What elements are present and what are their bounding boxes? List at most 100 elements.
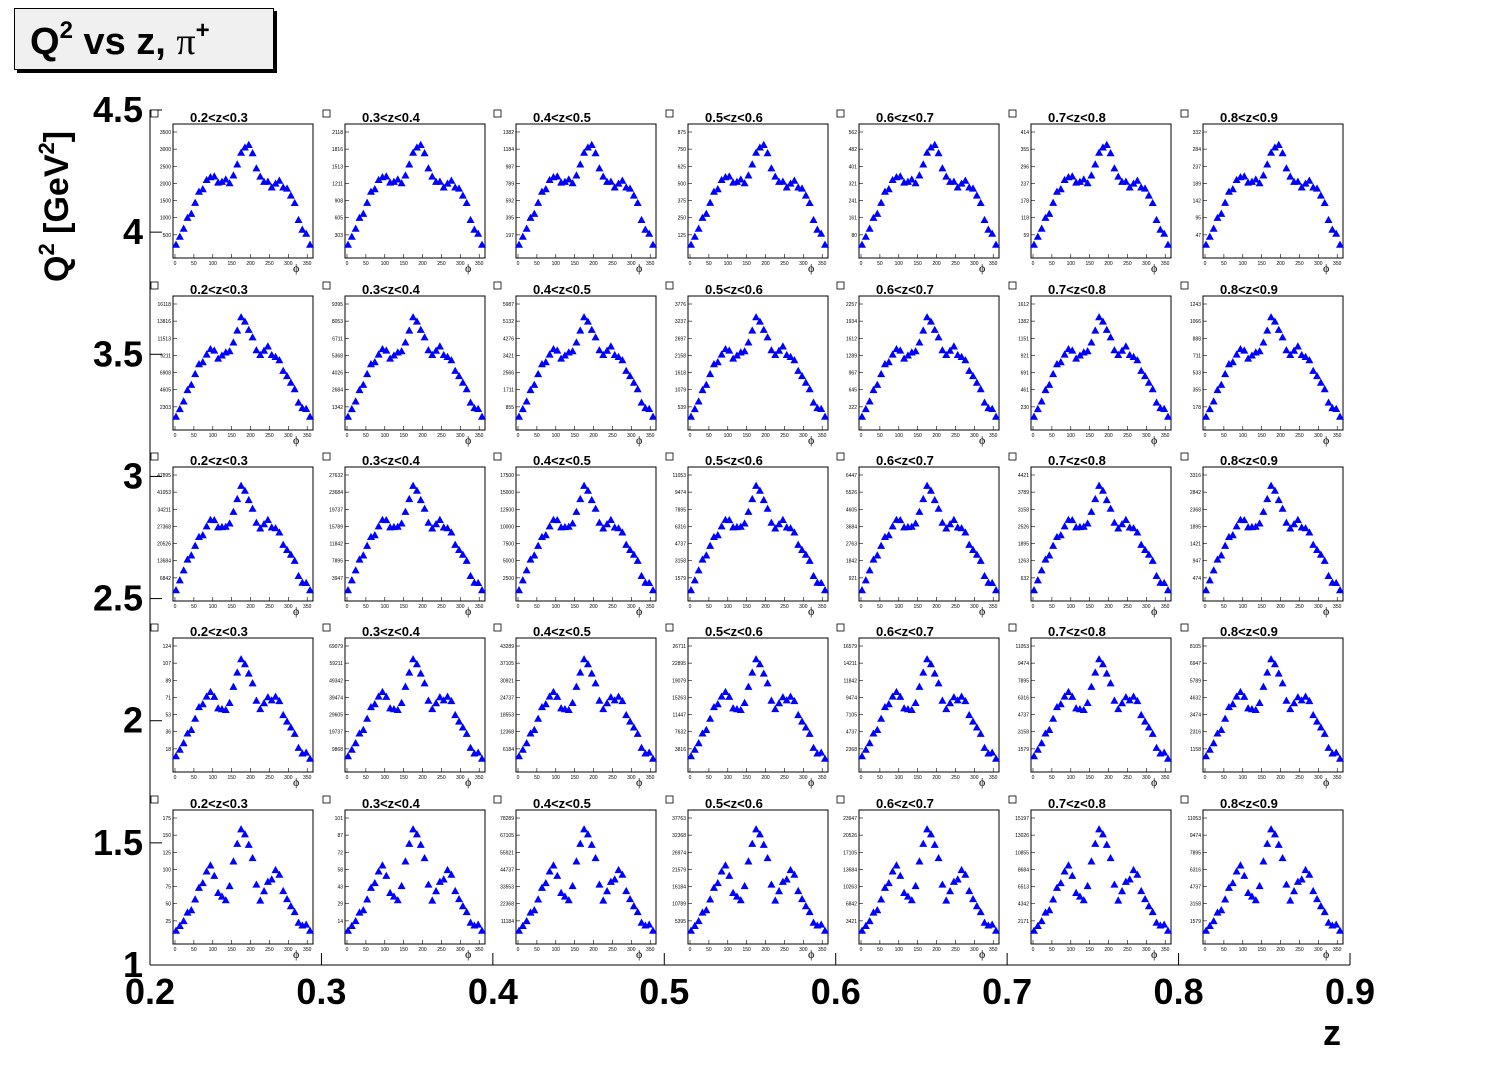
data-point — [798, 545, 807, 553]
data-point — [759, 325, 768, 333]
data-point — [286, 378, 295, 386]
data-point — [1324, 743, 1333, 751]
inner-x-tick-label: 250 — [780, 604, 789, 610]
inner-x-tick-label: 350 — [303, 433, 312, 439]
data-point — [1079, 896, 1088, 904]
data-point — [880, 532, 889, 541]
data-point — [347, 921, 356, 929]
inner-y-tick-label: 5368 — [332, 353, 343, 359]
data-point — [907, 705, 916, 714]
inner-x-tick-label: 300 — [1142, 604, 1151, 610]
inner-y-tick-label: 30921 — [500, 678, 514, 684]
data-point — [1037, 916, 1046, 925]
data-point — [1309, 886, 1318, 895]
data-point — [1056, 531, 1065, 539]
data-point — [1102, 495, 1111, 504]
data-point — [233, 160, 242, 168]
data-point — [530, 209, 539, 217]
data-point — [698, 908, 707, 916]
data-point — [752, 481, 761, 489]
panel-label: 0.3<z<0.4 — [362, 796, 421, 811]
inner-y-tick-label: 75 — [165, 885, 171, 891]
data-point — [694, 397, 703, 405]
inner-x-label: ϕ — [979, 604, 985, 618]
data-point — [1244, 888, 1253, 896]
data-point — [194, 187, 203, 195]
inner-y-tick-label: 6447 — [846, 473, 857, 479]
panel: 0.2<z<0.30 50 100 150 200 250 300 350ϕ684213684… — [150, 452, 314, 618]
inner-x-tick-label: 350 — [818, 433, 827, 439]
data-point — [187, 551, 196, 559]
data-point — [821, 412, 829, 420]
data-point — [1033, 745, 1042, 753]
data-point — [1236, 687, 1245, 696]
data-point — [1098, 486, 1107, 494]
data-point — [778, 342, 787, 350]
data-point — [919, 160, 928, 168]
data-point — [286, 902, 295, 910]
data-point — [260, 520, 269, 528]
data-point — [949, 177, 958, 185]
data-point — [1160, 748, 1169, 756]
data-point — [1049, 714, 1058, 722]
inner-x-tick-label: 250 — [780, 775, 789, 781]
data-point — [1320, 556, 1329, 564]
data-point — [405, 326, 414, 334]
data-point — [370, 878, 379, 887]
data-point — [732, 177, 741, 185]
inner-x-tick-label: 300 — [627, 775, 636, 781]
data-point — [537, 702, 546, 711]
panel-label: 0.5<z<0.6 — [705, 453, 763, 468]
data-point — [416, 495, 425, 504]
data-point — [1232, 522, 1241, 530]
data-point — [244, 495, 253, 504]
inner-y-tick-label: 1382 — [1018, 319, 1029, 325]
data-point — [401, 857, 410, 865]
inner-x-tick-label: 0 — [689, 433, 692, 439]
data-point — [275, 696, 284, 705]
data-point — [1121, 342, 1130, 350]
inner-y-tick-label: 11184 — [501, 919, 514, 925]
inner-y-tick-label: 47895 — [157, 473, 171, 479]
data-point — [443, 865, 452, 874]
data-point — [1164, 754, 1172, 762]
data-point — [717, 350, 726, 358]
panel-frame — [858, 809, 1000, 945]
data-point — [1110, 164, 1119, 172]
data-point — [618, 696, 627, 705]
data-point — [591, 679, 600, 687]
data-point — [858, 412, 866, 420]
data-point — [1263, 668, 1272, 676]
inner-y-tick-label: 6316 — [1018, 695, 1029, 701]
data-point — [1056, 700, 1065, 708]
inner-y-tick-label: 150 — [163, 833, 172, 839]
data-point — [801, 378, 810, 386]
data-point — [455, 894, 464, 903]
data-point — [229, 507, 238, 515]
data-point — [405, 839, 414, 847]
data-point — [1336, 412, 1344, 420]
data-point — [1217, 725, 1226, 733]
data-point — [1114, 704, 1123, 713]
data-point — [290, 198, 299, 207]
data-point — [702, 906, 711, 914]
data-point — [1270, 486, 1279, 494]
data-point — [1282, 346, 1291, 354]
inner-y-tick-label: 7500 — [503, 542, 514, 548]
panel-frame — [344, 466, 486, 602]
data-point — [1156, 225, 1165, 233]
data-point — [263, 515, 272, 523]
data-point — [1033, 404, 1042, 413]
inner-y-tick-label: 23684 — [329, 490, 343, 496]
data-point — [988, 229, 997, 237]
data-point — [1148, 198, 1157, 207]
data-point — [1091, 839, 1100, 847]
data-point — [1301, 179, 1310, 187]
data-point — [702, 380, 711, 388]
data-point — [976, 907, 985, 916]
data-point — [191, 198, 200, 206]
data-point — [915, 338, 924, 346]
data-point — [1240, 346, 1249, 354]
data-point — [1240, 692, 1249, 700]
inner-x-tick-label: 300 — [1314, 775, 1323, 781]
